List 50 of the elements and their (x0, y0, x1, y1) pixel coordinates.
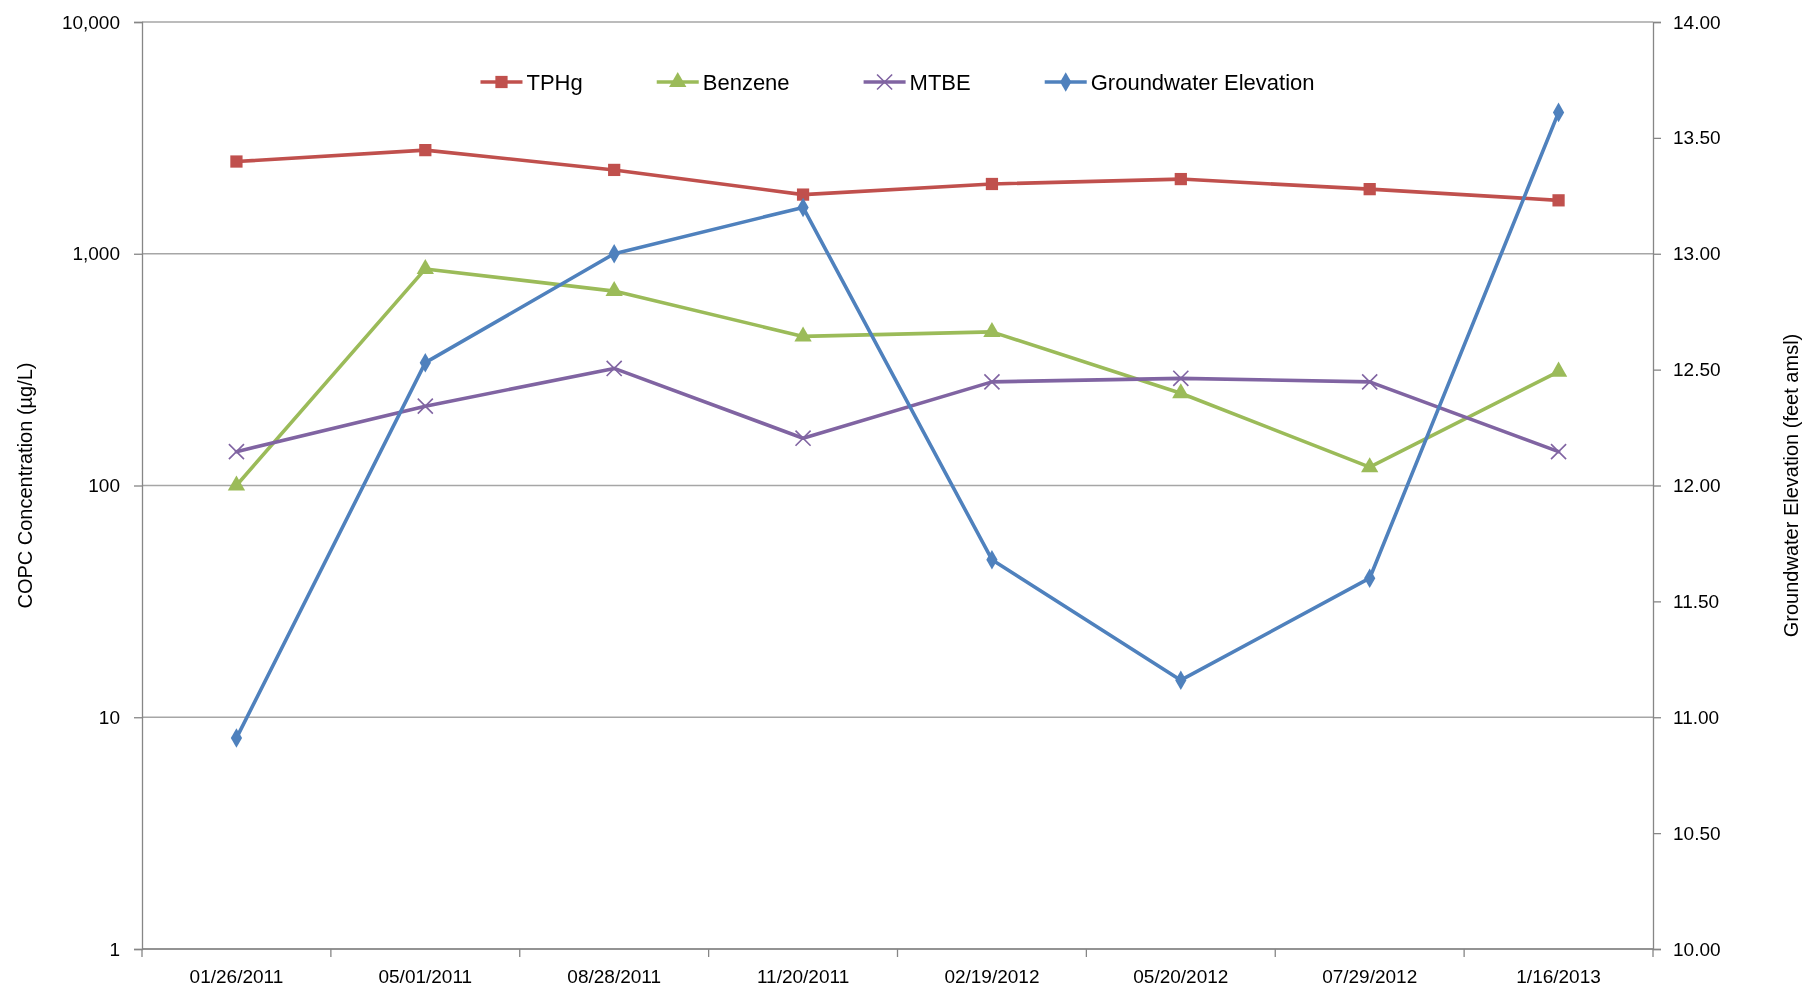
y2-tick-label: 11.50 (1673, 590, 1720, 612)
x-tick-label: 02/19/2012 (944, 966, 1040, 987)
y2-tick-label: 11.00 (1673, 706, 1720, 728)
legend-label: Benzene (702, 69, 790, 95)
x-tick-label: 1/16/2013 (1516, 966, 1601, 987)
point (605, 360, 623, 377)
legend-label: MTBE (909, 69, 971, 95)
x-tick-label: 05/01/2011 (378, 966, 473, 987)
point (227, 475, 246, 491)
point (794, 429, 812, 447)
point (794, 326, 812, 342)
point (605, 281, 623, 297)
legend-label: TPHg (526, 69, 583, 95)
legend-label: Groundwater Elevation (1090, 69, 1315, 95)
x-tick-label: 01/26/2011 (189, 966, 284, 987)
y2-tick-label: 13.50 (1673, 127, 1721, 149)
point (1174, 172, 1187, 186)
y2-tick-label: 14.00 (1673, 11, 1721, 33)
point (983, 373, 1001, 391)
x-tick-label: 05/20/2012 (1133, 966, 1229, 987)
x-tick-label: 08/28/2011 (567, 966, 662, 987)
y-axis-title: COPC Concentration (µg/L) (14, 362, 36, 609)
point (230, 155, 243, 168)
point (419, 144, 432, 157)
y-tick-label: 10 (98, 706, 120, 728)
point (1361, 457, 1379, 473)
y2-tick-label: 12.00 (1673, 475, 1721, 497)
y2-axis-title: Groundwater Elevation (feet amsl) (1780, 333, 1802, 638)
y-tick-label: 100 (88, 475, 120, 497)
x-tick-label: 07/29/2012 (1322, 966, 1418, 987)
point (1361, 373, 1379, 391)
point (1552, 194, 1565, 207)
point (796, 188, 810, 201)
y-tick-label: 10,000 (61, 11, 120, 33)
y2-tick-label: 13.00 (1673, 243, 1721, 265)
point (416, 397, 434, 415)
point (985, 177, 999, 191)
point (608, 163, 621, 177)
y-tick-label: 1,000 (72, 243, 120, 265)
x-tick-label: 11/20/2011 (756, 966, 850, 987)
point (1363, 183, 1376, 196)
y2-tick-label: 10.00 (1673, 938, 1721, 960)
y2-tick-label: 10.50 (1673, 822, 1721, 844)
point (1172, 370, 1190, 387)
point (1550, 443, 1567, 460)
point (228, 443, 245, 460)
y2-tick-label: 12.50 (1673, 359, 1721, 381)
point (1172, 383, 1190, 399)
y-tick-label: 1 (109, 938, 120, 960)
point (1549, 361, 1568, 377)
